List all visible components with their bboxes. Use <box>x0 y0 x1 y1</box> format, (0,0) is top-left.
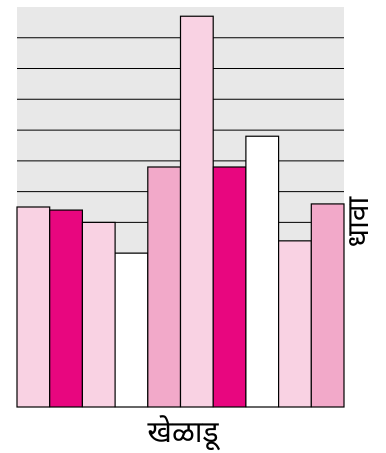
y-axis-label: धावा <box>341 195 376 247</box>
bar <box>49 209 84 408</box>
bars-group <box>16 15 345 408</box>
bar <box>179 15 214 408</box>
x-axis-label: खेळाडू <box>147 415 220 451</box>
bar <box>147 166 182 408</box>
bar <box>81 221 116 408</box>
bar <box>310 203 345 408</box>
bar <box>245 135 280 408</box>
bar <box>212 166 247 408</box>
bar <box>114 252 149 408</box>
bar <box>16 206 51 408</box>
bar <box>278 240 312 408</box>
